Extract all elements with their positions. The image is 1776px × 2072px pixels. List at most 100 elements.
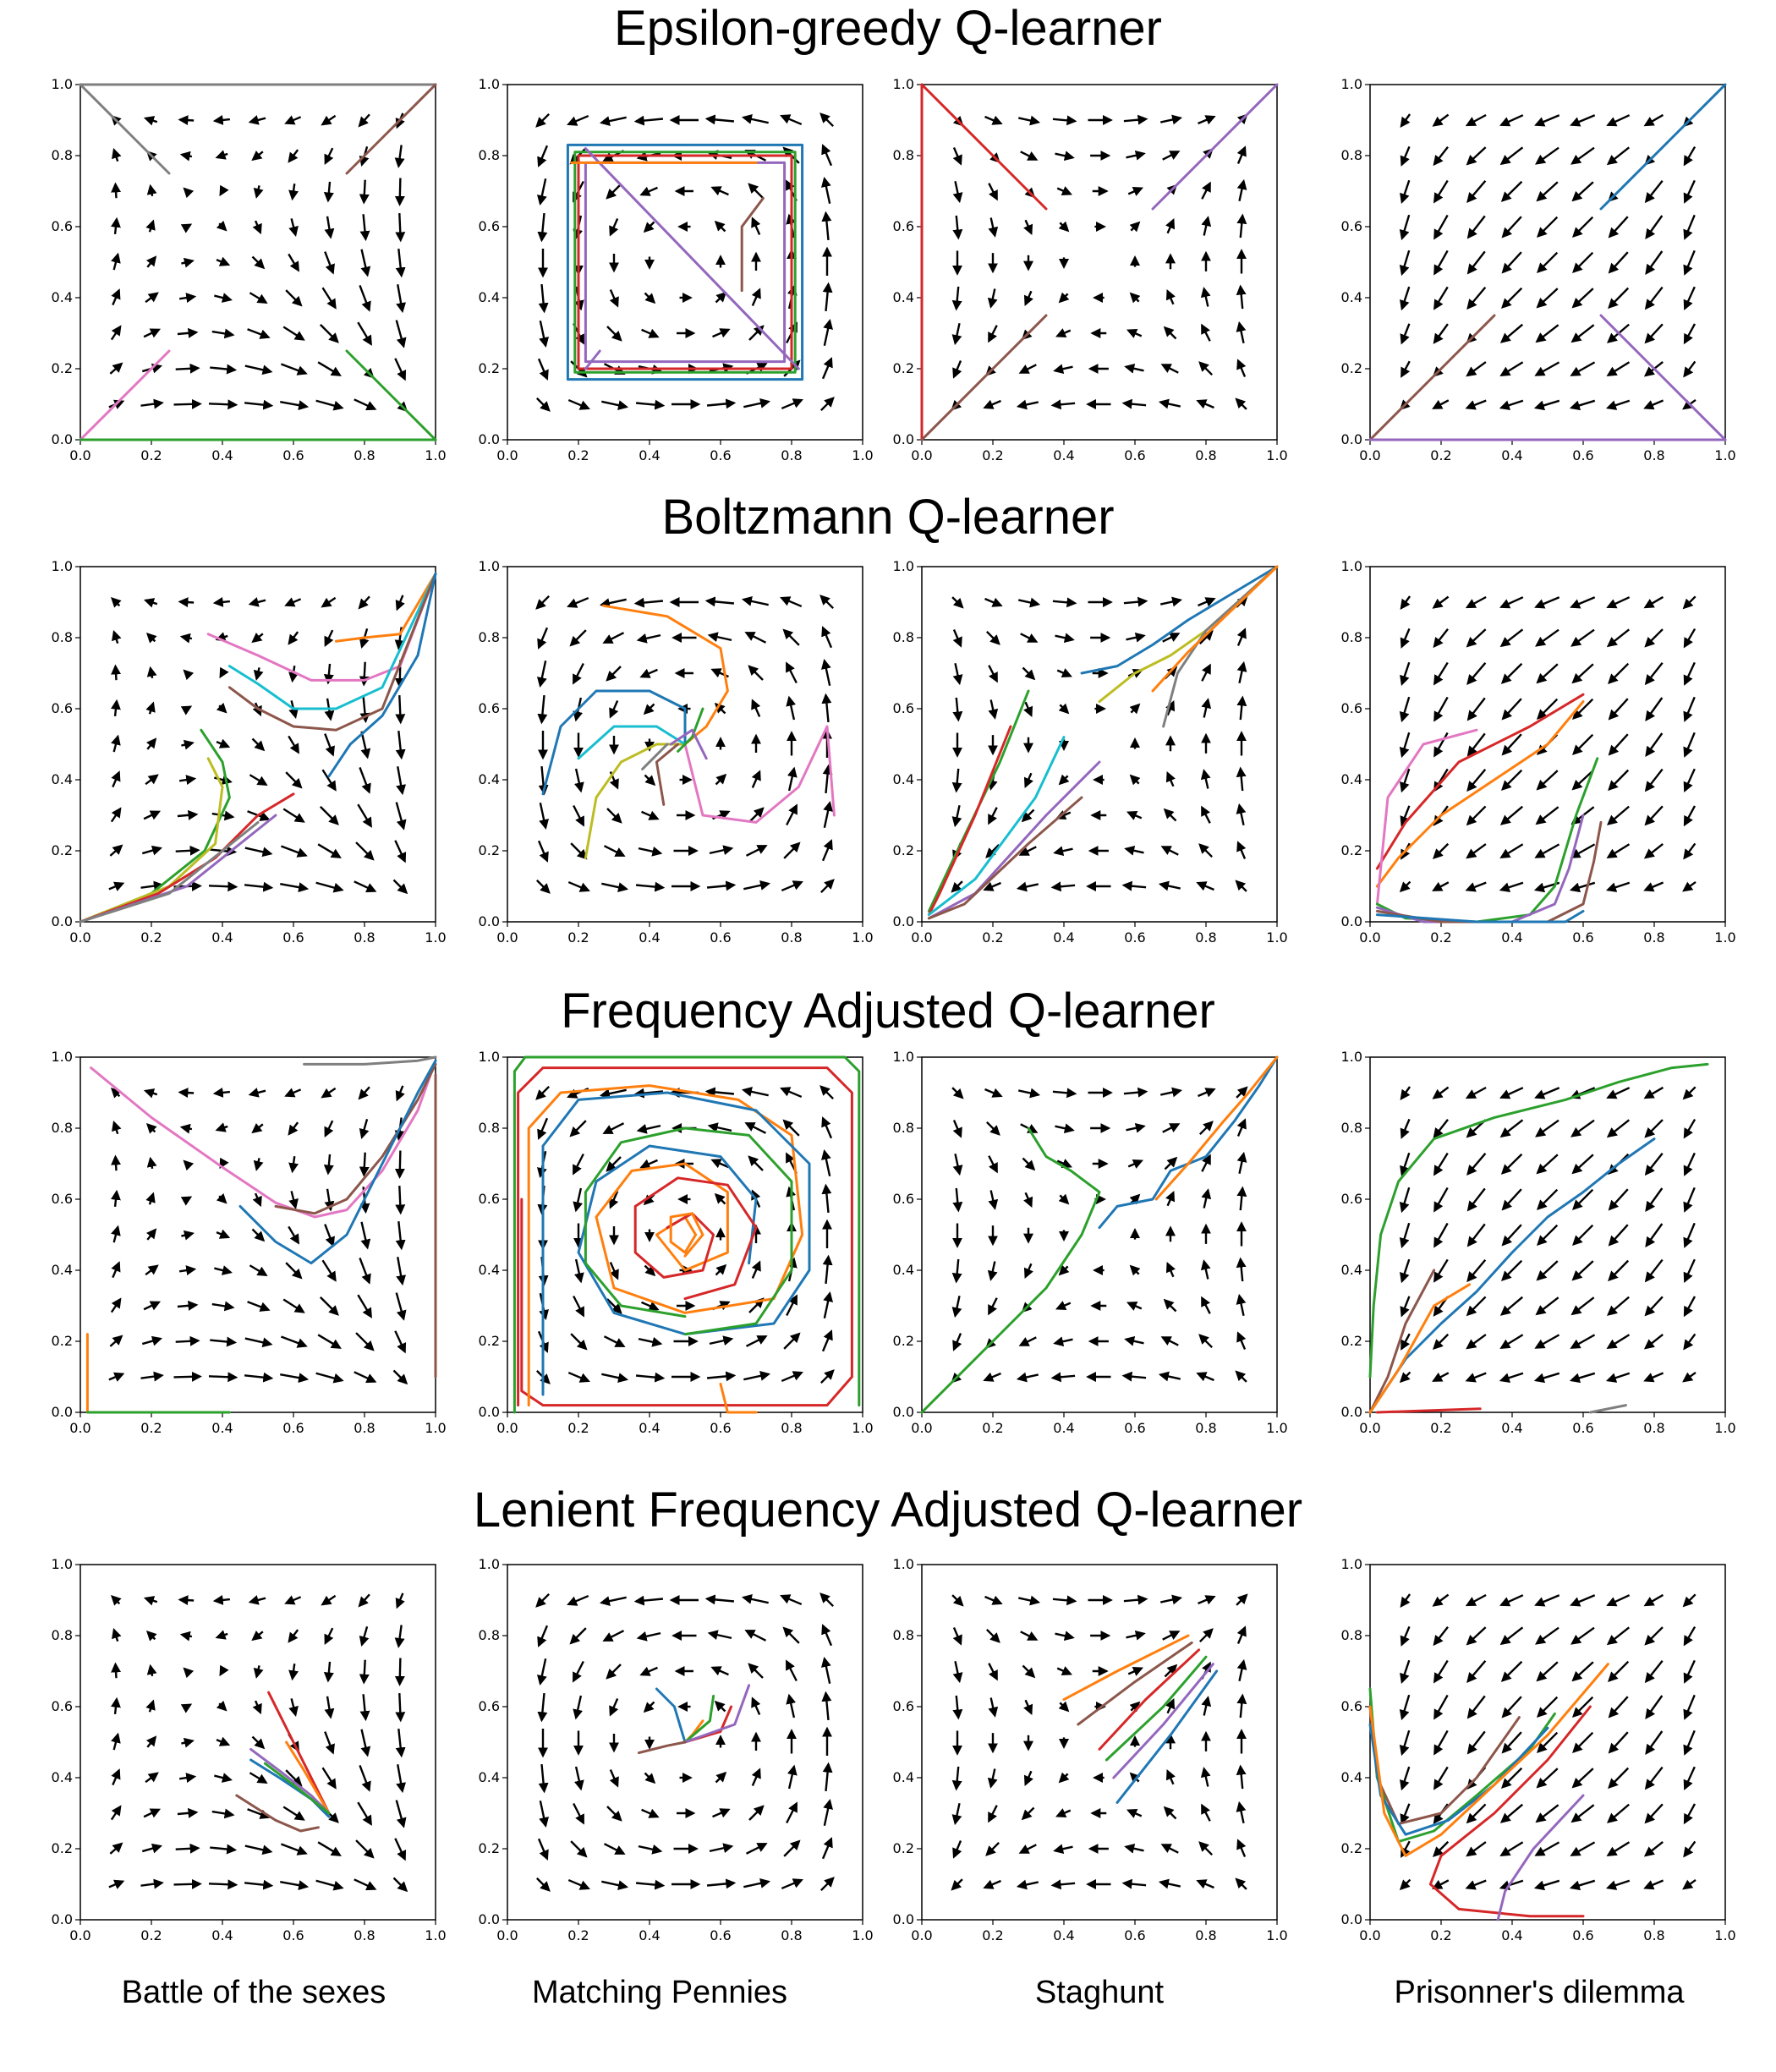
field-arrow: [1162, 633, 1181, 643]
field-arrow: [219, 666, 229, 679]
field-arrow: [1058, 292, 1070, 304]
field-arrow: [1400, 1152, 1411, 1177]
field-arrow: [1643, 595, 1664, 609]
field-arrow: [599, 598, 627, 609]
field-arrow: [395, 694, 406, 725]
field-arrow: [636, 1631, 661, 1642]
field-arrow: [1017, 1088, 1041, 1099]
x-tick-label: 1.0: [1714, 447, 1735, 463]
field-arrow: [1644, 805, 1664, 826]
field-arrow: [1466, 1296, 1487, 1317]
y-tick-label: 0.8: [479, 147, 500, 163]
field-arrow: [638, 846, 663, 857]
y-tick-label: 0.8: [893, 147, 914, 163]
field-arrow: [1022, 666, 1036, 681]
field-arrow: [143, 116, 158, 126]
field-arrow: [1606, 1296, 1630, 1316]
field-arrow: [1433, 1119, 1449, 1139]
field-arrow: [1570, 1296, 1595, 1316]
field-arrow: [1535, 324, 1559, 343]
field-arrow: [704, 596, 735, 607]
field-arrow: [1571, 1154, 1594, 1175]
field-arrow: [536, 178, 547, 206]
field-arrow: [1123, 596, 1148, 607]
field-arrow: [536, 661, 547, 688]
field-arrow: [823, 318, 834, 346]
x-tick-label: 0.0: [496, 929, 518, 946]
field-arrow: [1022, 1157, 1036, 1171]
field-arrow: [1570, 146, 1595, 165]
trajectory-line: [1599, 83, 1727, 211]
field-arrow: [1433, 286, 1449, 310]
field-arrow: [537, 212, 548, 243]
field-arrow: [1466, 146, 1487, 166]
field-arrow: [1433, 696, 1449, 722]
y-tick-label: 0.6: [52, 1698, 73, 1714]
field-arrow: [951, 768, 962, 793]
field-arrow: [819, 1592, 835, 1608]
field-arrow: [1644, 628, 1664, 648]
field-arrow: [569, 1120, 587, 1137]
field-arrow: [1433, 1152, 1449, 1176]
field-arrow: [359, 1765, 371, 1792]
field-arrow: [1605, 1372, 1631, 1383]
field-arrow: [567, 880, 590, 892]
field-arrow: [249, 1264, 268, 1276]
trajectory-line: [1375, 728, 1478, 906]
field-arrow: [1400, 1296, 1411, 1318]
field-arrow: [1466, 215, 1486, 239]
field-arrow: [1499, 628, 1524, 648]
y-tick-label: 0.8: [52, 629, 73, 645]
field-arrow: [179, 151, 193, 162]
field-arrow: [573, 662, 584, 685]
row-title-boltzmann: Boltzmann Q-learner: [661, 490, 1115, 545]
field-arrow: [1500, 662, 1523, 684]
field-arrow: [248, 597, 266, 607]
x-tick-label: 0.2: [567, 1420, 589, 1436]
field-arrow: [1465, 113, 1487, 127]
x-tick-label: 0.0: [911, 447, 932, 463]
field-arrow: [609, 218, 619, 237]
field-arrow: [638, 1844, 663, 1855]
field-arrow: [317, 1841, 342, 1856]
x-tick-label: 0.4: [1501, 1927, 1522, 1943]
field-arrow: [1571, 733, 1594, 756]
field-arrow: [743, 397, 771, 408]
field-arrow: [821, 626, 833, 649]
field-arrow: [175, 845, 200, 856]
field-arrow: [635, 1372, 666, 1383]
x-tick-label: 0.4: [639, 1927, 660, 1943]
field-arrow: [173, 1878, 202, 1889]
trajectory-line: [238, 1059, 437, 1265]
field-arrow: [988, 665, 998, 683]
field-arrow: [1570, 1119, 1595, 1137]
x-tick-label: 0.0: [1359, 929, 1380, 946]
chart-svg: 0.00.0 0.2 0.2 0.4 0.4 0.6 0.6 0.8 0.8 1.0 1.0: [52, 76, 447, 463]
field-arrow: [1570, 324, 1595, 343]
field-arrow: [288, 1629, 299, 1643]
field-arrow: [394, 1658, 405, 1686]
trajectory-line: [1162, 565, 1279, 728]
field-arrow: [178, 1088, 195, 1099]
field-arrow: [821, 357, 833, 380]
field-arrow: [1124, 845, 1144, 856]
trajectory-line: [584, 349, 601, 370]
y-tick-label: 0.8: [479, 629, 500, 645]
field-arrow: [1058, 221, 1070, 233]
field-arrow: [786, 695, 797, 721]
field-arrow: [284, 115, 302, 125]
field-arrow: [315, 399, 344, 411]
y-tick-label: 0.6: [52, 218, 73, 234]
field-arrow: [1201, 323, 1211, 342]
field-arrow: [1050, 1372, 1076, 1383]
field-arrow: [781, 398, 803, 410]
x-tick-label: 1.0: [1714, 929, 1735, 946]
field-arrow: [178, 293, 197, 304]
field-arrow: [1501, 733, 1522, 756]
field-arrow: [1683, 842, 1697, 860]
chart-panel: 0.0 0.0 0.2 0.2 0.4 0.4 0.6 0.6 0.8 0.8 1.0 1.0: [1341, 1049, 1736, 1446]
field-arrow: [538, 283, 549, 314]
field-arrow: [143, 598, 158, 608]
x-tick-label: 1.0: [852, 1927, 873, 1943]
field-arrow: [1196, 399, 1214, 409]
